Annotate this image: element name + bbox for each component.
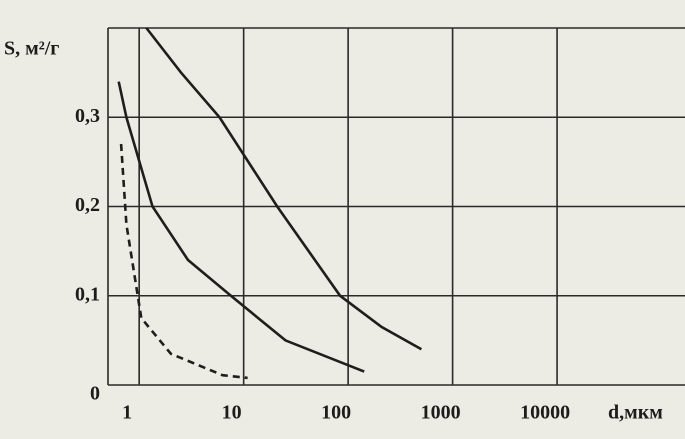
curve xyxy=(145,27,423,351)
y-tick-label: 0,3 xyxy=(75,105,100,127)
x-tick-label: 1 xyxy=(122,402,132,424)
curve xyxy=(117,81,365,373)
y-tick-label: 0 xyxy=(90,383,100,405)
x-tick-label: 10 xyxy=(222,402,242,424)
x-tick-label: 100 xyxy=(321,402,351,424)
x-tick-label: 10000 xyxy=(520,402,570,424)
y-tick-label: 0,1 xyxy=(75,283,100,305)
y-axis-label: S, м²/г xyxy=(4,38,59,60)
x-tick-label: 1000 xyxy=(421,402,461,424)
x-axis-label: d,мкм xyxy=(608,402,663,424)
curve xyxy=(119,143,248,380)
y-tick-label: 0,2 xyxy=(75,194,100,216)
